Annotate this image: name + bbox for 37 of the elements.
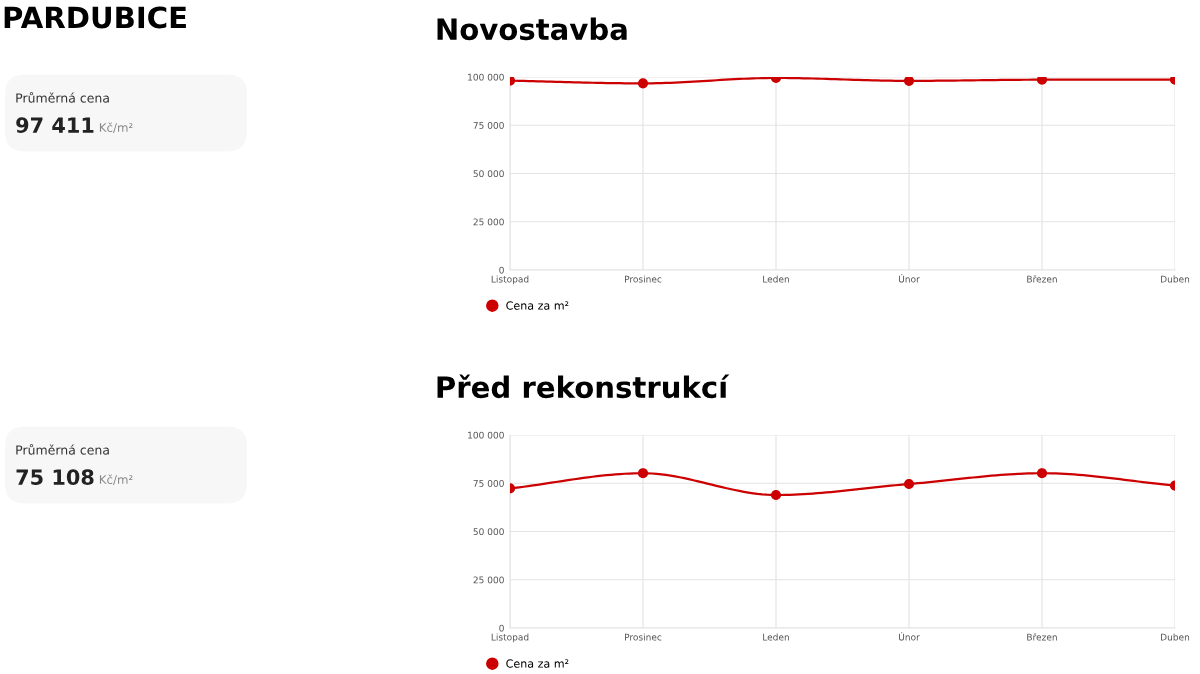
x-tick-label: Leden [763, 275, 789, 283]
text: PARDUBICE [4, 6, 186, 29]
chart-title: Před rekonstrukcí [437, 374, 730, 399]
x-tick-label: Březen [1027, 633, 1057, 641]
x-tick-label: Březen [1027, 275, 1057, 283]
text: 97 411 [16, 117, 94, 133]
point [637, 468, 649, 479]
y-tick-label: 100 000 [468, 431, 504, 439]
x-tick-label: Leden [763, 633, 789, 641]
y-tick-label: 0 [499, 624, 504, 632]
x-tick-label: Prosinec [625, 275, 662, 283]
point [770, 489, 782, 501]
x-tick-label: Duben [1161, 275, 1190, 283]
x-tick-label: Listopad [491, 275, 529, 285]
legend-label: Cena za m² [506, 301, 569, 310]
text: Průměrná cena [16, 443, 109, 455]
y-tick-label: 25 000 [473, 576, 504, 584]
y-tick-label: 75 000 [473, 121, 504, 129]
x-tick-label: Duben [1161, 633, 1190, 641]
text: 75 108 [16, 469, 94, 485]
y-tick-label: 0 [499, 266, 504, 274]
y-tick-label: 100 000 [468, 73, 504, 81]
text: Kč/m² [99, 122, 133, 133]
text: Kč/m² [99, 474, 133, 485]
point [903, 478, 915, 490]
y-tick-label: 25 000 [473, 218, 504, 226]
x-tick-label: Únor [899, 632, 920, 641]
legend-label: Cena za m² [506, 659, 569, 668]
chart-title: Novostavba [437, 17, 627, 41]
y-tick-label: 75 000 [473, 479, 504, 487]
x-tick-label: Únor [899, 274, 920, 283]
x-tick-label: Listopad [491, 633, 529, 643]
x-tick-label: Prosinec [625, 633, 662, 641]
y-tick-label: 50 000 [473, 170, 504, 178]
text: Průměrná cena [16, 91, 109, 103]
y-tick-label: 50 000 [473, 528, 504, 536]
point [1036, 468, 1048, 479]
